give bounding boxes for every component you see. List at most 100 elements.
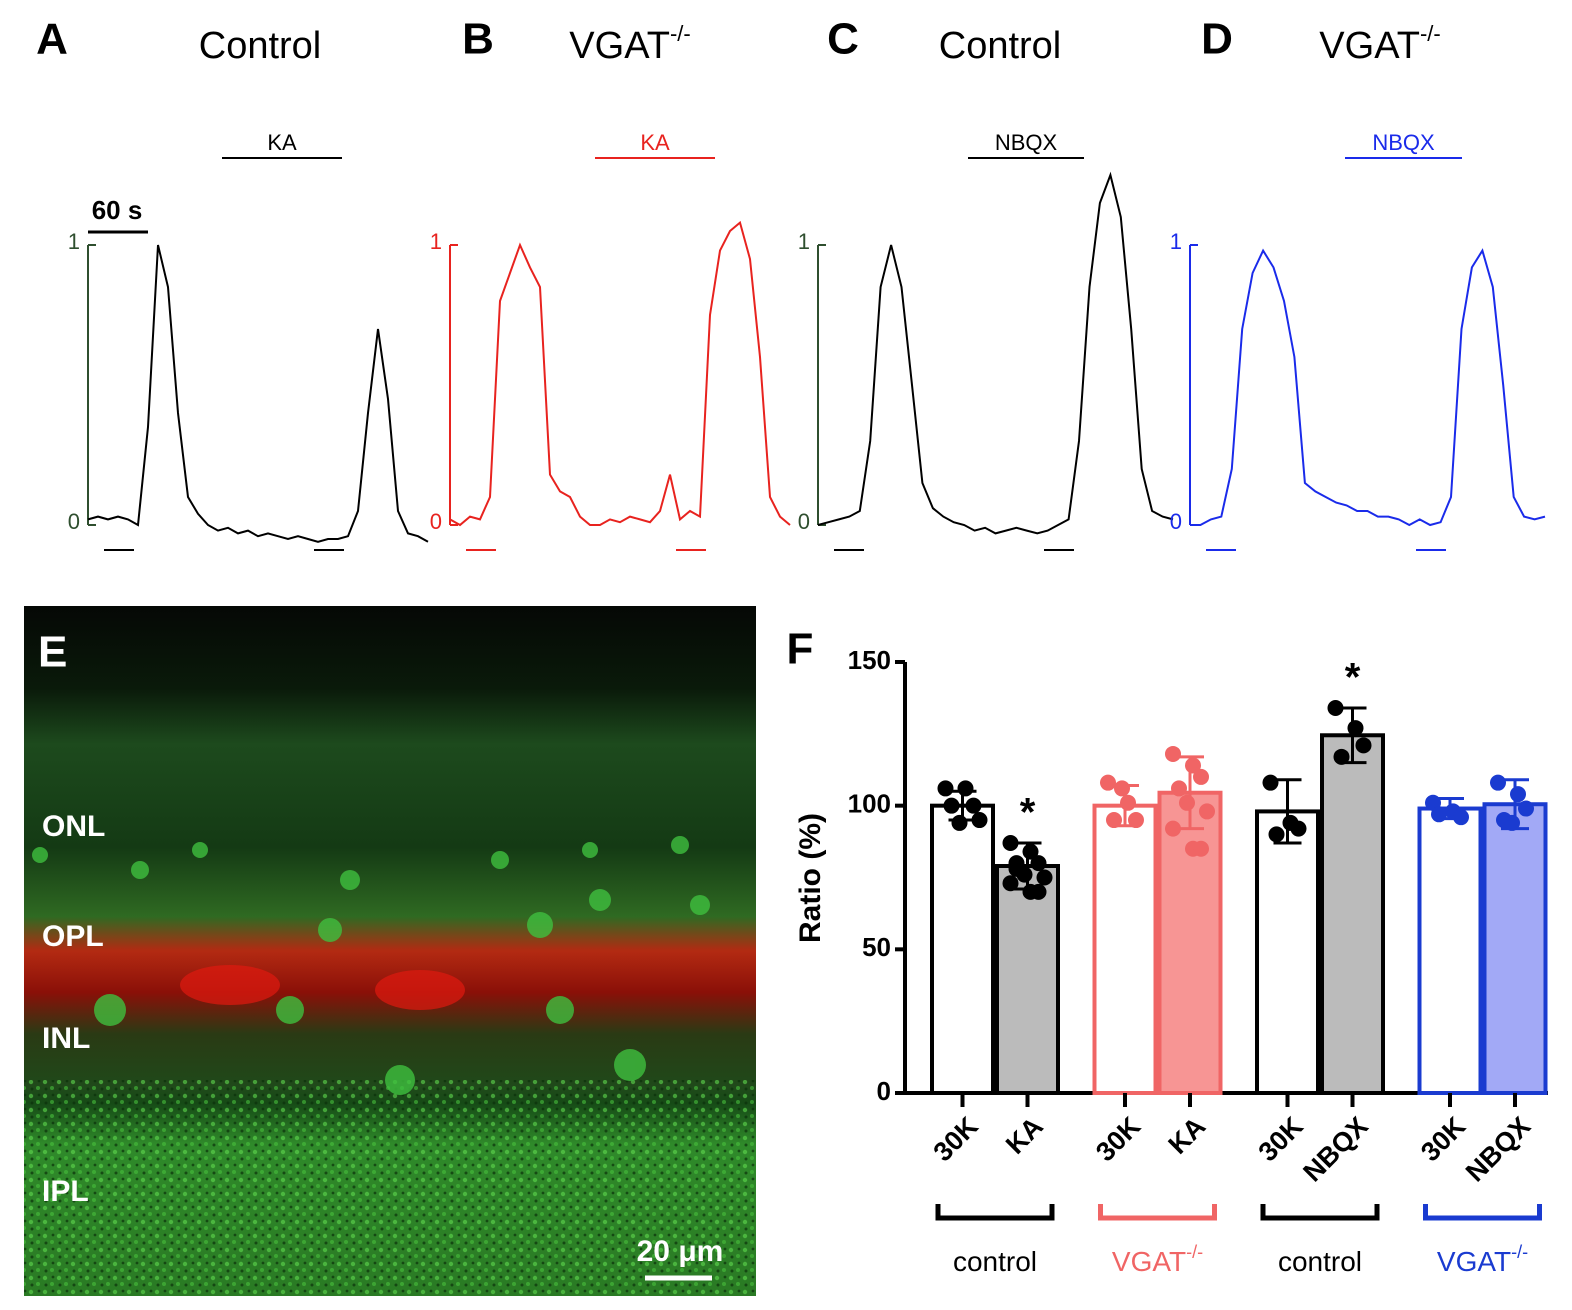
opl-red (180, 965, 280, 1005)
y-tick-label: 50 (862, 932, 891, 962)
layer-label: INL (42, 1022, 90, 1055)
y-tick-label: 100 (848, 789, 891, 819)
x-tick-label: 30K (1415, 1111, 1472, 1168)
bar (1157, 790, 1223, 1096)
data-point (1333, 748, 1350, 765)
opl-red (375, 970, 465, 1010)
group-label-sup: -/- (1186, 1242, 1203, 1262)
panel-letter: E (38, 628, 67, 677)
data-point (1002, 835, 1019, 852)
layer-label: OPL (42, 920, 104, 953)
significance: * (1020, 791, 1036, 835)
image-panel: E ONL OPL INL IPL 20 μm (24, 606, 756, 1296)
data-point (1120, 794, 1136, 811)
data-point (1036, 869, 1053, 886)
panel-title-main: VGAT (1319, 25, 1420, 67)
group-label: VGAT-/- (1112, 1242, 1203, 1277)
group-label: control (1278, 1246, 1362, 1277)
data-point (1179, 794, 1195, 811)
data-point (1193, 840, 1209, 857)
trace (449, 220, 791, 527)
data-point (1165, 820, 1181, 837)
x-tick-label: NBQX (1460, 1111, 1536, 1187)
panel-title: VGAT-/- (569, 21, 690, 67)
x-tick-label: 30K (1090, 1111, 1147, 1168)
data-point (1185, 757, 1201, 774)
panel-title: VGAT-/- (1319, 21, 1440, 67)
bar (930, 803, 995, 1096)
data-point (1290, 820, 1307, 837)
treatment-label: NBQX (1372, 130, 1435, 155)
y-tick-label: 1 (68, 229, 80, 254)
y-tick-label: 1 (430, 229, 442, 254)
data-point (1431, 806, 1447, 823)
treatment-label: KA (640, 130, 670, 155)
x-tick-label: KA (1162, 1111, 1211, 1160)
data-point (965, 797, 982, 814)
bar (1417, 806, 1483, 1095)
group-bracket (1098, 1204, 1217, 1221)
x-tick-label: 30K (1253, 1111, 1310, 1168)
panel-title-main: Control (199, 25, 322, 67)
group-label-main: VGAT (1112, 1246, 1186, 1277)
cell-bodies (32, 836, 710, 1095)
ipl-texture (24, 1080, 756, 1296)
panel-letter: C (827, 15, 859, 64)
significance: * (1345, 656, 1361, 700)
data-point (1453, 809, 1469, 826)
bar (1482, 802, 1548, 1095)
data-point (1114, 780, 1130, 797)
panel-letter: D (1201, 15, 1233, 64)
group-label: control (953, 1246, 1037, 1277)
panel-title-sup: -/- (670, 21, 691, 46)
group-label-main: control (953, 1246, 1037, 1277)
trace (817, 171, 1174, 535)
panel-title-main: VGAT (569, 25, 670, 67)
panel-letter: F (787, 625, 814, 674)
group-bracket (1423, 1204, 1542, 1221)
group-bracket (1260, 1204, 1380, 1221)
error-bar (1273, 778, 1302, 845)
data-point (1262, 774, 1279, 791)
data-point (1490, 774, 1506, 791)
x-tick-label: NBQX (1297, 1111, 1373, 1187)
data-point (1355, 737, 1372, 754)
data-point (971, 812, 988, 829)
bar (1255, 809, 1320, 1095)
panel-title: Control (939, 25, 1062, 67)
layer-label: IPL (42, 1175, 89, 1208)
y-tick-label: 0 (430, 509, 442, 534)
panel-title-sup: -/- (1420, 21, 1441, 46)
data-point (1008, 855, 1025, 872)
layer-label: ONL (42, 810, 105, 843)
group-label: VGAT-/- (1437, 1242, 1528, 1277)
treatment-label: NBQX (995, 130, 1058, 155)
bar (1320, 733, 1385, 1096)
data-point (951, 814, 968, 831)
panel-letter: A (36, 15, 68, 64)
panel-letter: B (462, 15, 494, 64)
data-point (1022, 843, 1039, 860)
data-point (1193, 768, 1209, 785)
scale-bar-label: 60 s (92, 195, 143, 225)
panel-title-main: Control (939, 25, 1062, 67)
group-label-main: VGAT (1437, 1246, 1511, 1277)
y-axis-label: Ratio (%) (794, 813, 827, 943)
data-point (1199, 803, 1215, 820)
data-point (1030, 855, 1047, 872)
data-point (1002, 875, 1019, 892)
y-tick-label: 1 (1170, 229, 1182, 254)
bar (1092, 803, 1158, 1096)
data-point (1030, 883, 1047, 900)
y-tick-label: 0 (1170, 509, 1182, 534)
scale-bar-label: 20 μm (637, 1235, 724, 1268)
data-point (1268, 826, 1285, 843)
data-point (1016, 866, 1033, 883)
data-point (1171, 780, 1187, 797)
data-point (1510, 786, 1526, 803)
treatment-label: KA (267, 130, 297, 155)
group-bracket (935, 1204, 1055, 1221)
y-tick-label: 0 (877, 1076, 891, 1106)
y-tick-label: 150 (848, 645, 891, 675)
x-tick-label: 30K (928, 1111, 985, 1168)
